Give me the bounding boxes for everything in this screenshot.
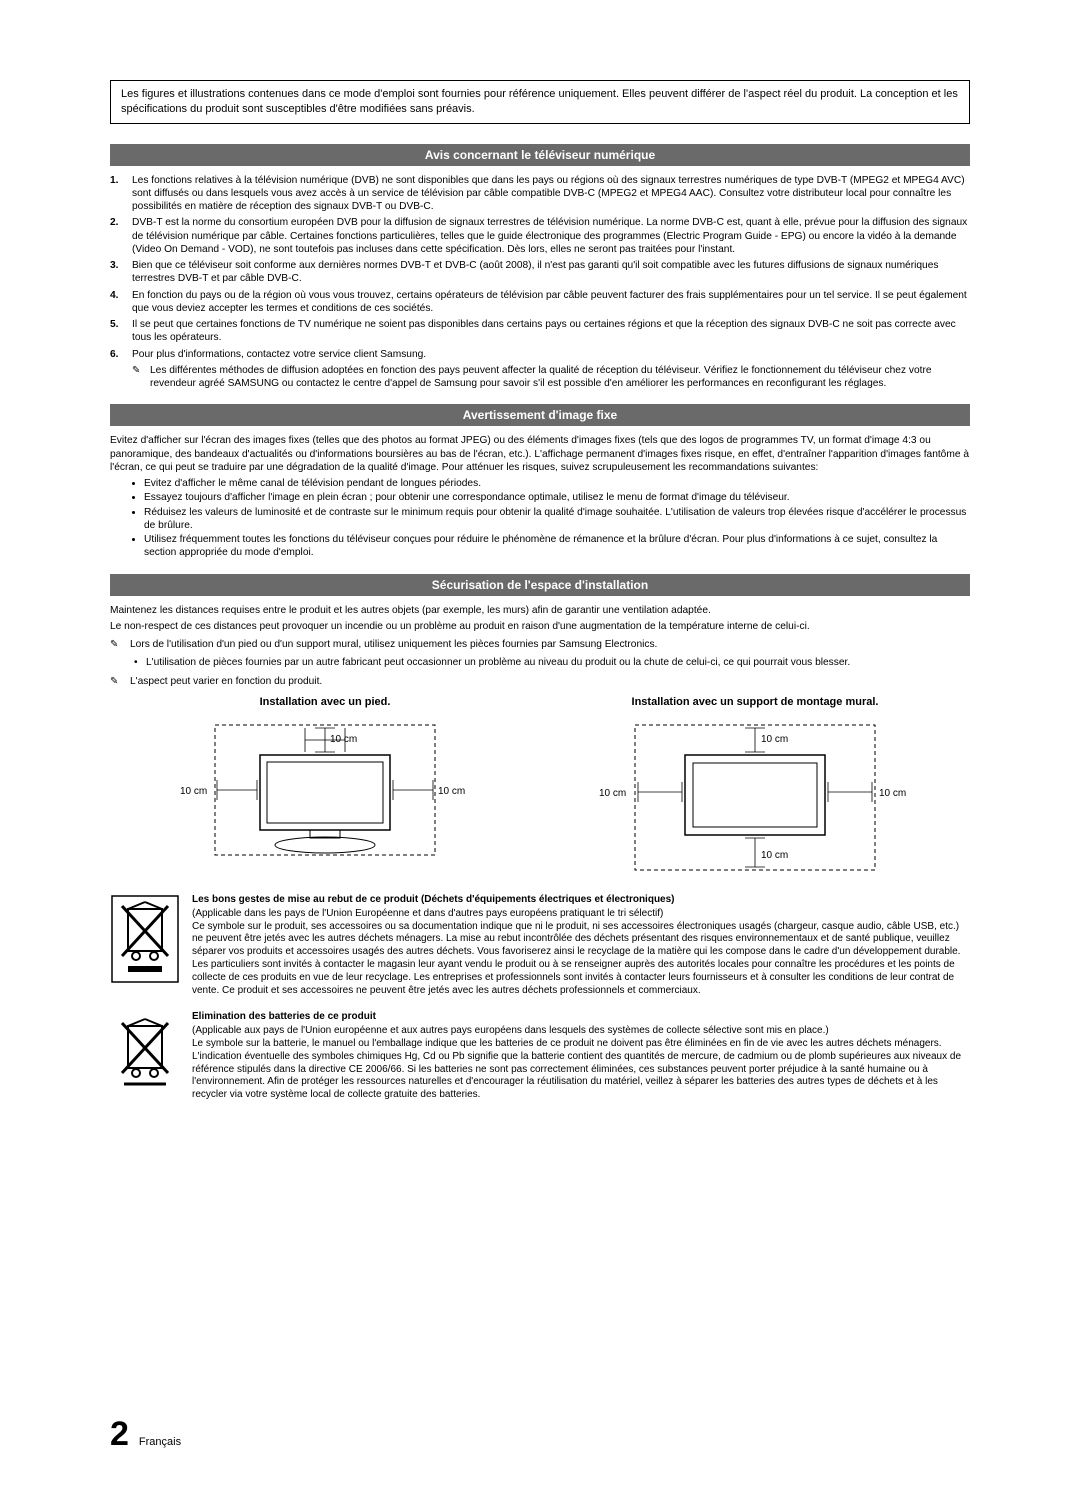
wall-diagram-svg: 10 cm 10 cm 10 cm 10 cm (585, 720, 925, 880)
stand-diagram: 10 cm 10 cm 10 cm (110, 720, 540, 880)
wall-diagram: 10 cm 10 cm 10 cm 10 cm (540, 720, 970, 880)
install-stand-title: Installation avec un pied. (110, 696, 540, 708)
note-aspect-vary: ✎ L'aspect peut varier en fonction du pr… (110, 675, 970, 688)
dim-right: 10 cm (879, 788, 906, 799)
list-item: Utilisez fréquemment toutes les fonction… (144, 533, 970, 560)
weee-icon (110, 894, 180, 984)
intro-box: Les figures et illustrations contenues d… (110, 80, 970, 124)
dim-left: 10 cm (599, 788, 626, 799)
note-broadcast-methods: Les différentes méthodes de diffusion ad… (132, 364, 970, 391)
page-number: 2 (110, 1415, 129, 1454)
list-item: Bien que ce téléviseur soit conforme aux… (132, 259, 970, 286)
document-page: Les figures et illustrations contenues d… (0, 0, 1080, 1142)
weee-body: (Applicable dans les pays de l'Union Eur… (192, 908, 970, 998)
install-p2: Le non-respect de ces distances peut pro… (110, 620, 970, 633)
page-language: Français (139, 1436, 181, 1448)
sub-bullet-other-parts: L'utilisation de pièces fournies par un … (110, 656, 970, 669)
list-item: Evitez d'afficher le même canal de télév… (144, 477, 970, 490)
install-stand-column: Installation avec un pied. (110, 696, 540, 880)
note-text: L'aspect peut varier en fonction du prod… (130, 676, 322, 687)
install-wall-column: Installation avec un support de montage … (540, 696, 970, 880)
stand-diagram-svg: 10 cm 10 cm 10 cm (175, 720, 475, 870)
dim-top: 10 cm (330, 734, 357, 745)
image-warning-intro: Evitez d'afficher sur l'écran des images… (110, 434, 970, 474)
dim-bottom: 10 cm (761, 850, 788, 861)
battery-body: (Applicable aux pays de l'Union européen… (192, 1025, 970, 1102)
install-wall-title: Installation avec un support de montage … (540, 696, 970, 708)
list-item: Réduisez les valeurs de luminosité et de… (144, 506, 970, 533)
weee-title: Les bons gestes de mise au rebut de ce p… (192, 894, 970, 907)
install-p1: Maintenez les distances requises entre l… (110, 604, 970, 617)
recycle-weee-row: Les bons gestes de mise au rebut de ce p… (110, 894, 970, 997)
note-text: Lors de l'utilisation d'un pied ou d'un … (130, 639, 657, 650)
list-item: Essayez toujours d'afficher l'image en p… (144, 491, 970, 504)
note-samsung-parts: ✎ Lors de l'utilisation d'un pied ou d'u… (110, 638, 970, 651)
list-item: Il se peut que certaines fonctions de TV… (132, 318, 970, 345)
page-footer: 2 Français (110, 1415, 181, 1454)
digital-tv-list: Les fonctions relatives à la télévision … (110, 174, 970, 361)
battery-icon (110, 1011, 180, 1101)
recycle-battery-row: Elimination des batteries de ce produit … (110, 1011, 970, 1102)
weee-text: Les bons gestes de mise au rebut de ce p… (192, 894, 970, 997)
list-item: Pour plus d'informations, contactez votr… (132, 348, 970, 361)
image-warning-bullets: Evitez d'afficher le même canal de télév… (110, 477, 970, 560)
installation-diagrams: Installation avec un pied. (110, 696, 970, 880)
section-header-digital-tv: Avis concernant le téléviseur numérique (110, 144, 970, 166)
list-item: En fonction du pays ou de la région où v… (132, 289, 970, 316)
dim-left: 10 cm (180, 786, 207, 797)
list-item: Les fonctions relatives à la télévision … (132, 174, 970, 214)
section-header-image-warning: Avertissement d'image fixe (110, 404, 970, 426)
dim-top: 10 cm (761, 734, 788, 745)
list-item: DVB-T est la norme du consortium europée… (132, 216, 970, 256)
note-icon: ✎ (110, 675, 119, 688)
battery-text: Elimination des batteries de ce produit … (192, 1011, 970, 1102)
dim-right: 10 cm (438, 786, 465, 797)
note-icon: ✎ (110, 638, 119, 651)
battery-title: Elimination des batteries de ce produit (192, 1011, 970, 1024)
section-header-installation: Sécurisation de l'espace d'installation (110, 574, 970, 596)
